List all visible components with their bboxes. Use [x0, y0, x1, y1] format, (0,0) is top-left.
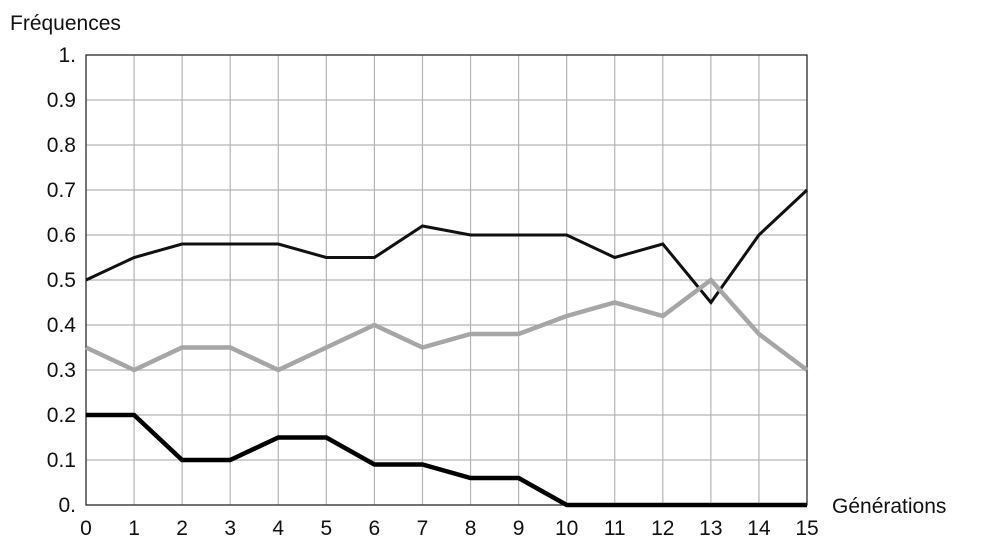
grid: [85, 54, 808, 506]
x-tick-label: 15: [795, 517, 818, 540]
x-tick-label: 13: [699, 517, 722, 540]
x-axis-title: Générations: [832, 495, 946, 518]
series-line-2: [85, 276, 809, 373]
series-line-1: [85, 188, 809, 305]
y-tick-label: 0.8: [47, 134, 76, 157]
x-tick-label: 6: [369, 517, 381, 540]
x-tick-label: 8: [465, 517, 477, 540]
y-tick-label: 0.5: [47, 269, 76, 292]
x-tick-label: 10: [555, 517, 578, 540]
series-layer: [85, 188, 809, 508]
x-tick-label: 12: [651, 517, 674, 540]
x-tick-label: 11: [604, 517, 626, 540]
x-tick-label: 4: [272, 517, 284, 540]
x-tick-label: 14: [747, 517, 771, 540]
x-tick-label: 0: [80, 517, 92, 540]
x-tick-label: 1: [128, 517, 140, 540]
x-tick-label: 9: [513, 517, 525, 540]
y-tick-labels: 0. 0.1 0.2 0.3 0.4 0.5 0.6 0.7 0.8 0.9 1.: [47, 44, 77, 517]
y-tick-label: 0.4: [47, 314, 77, 337]
y-axis-title: Fréquences: [10, 12, 121, 35]
y-tick-label: 0.7: [47, 179, 76, 202]
x-tick-labels: 0 1 2 3 4 5 6 7 8 9 10 11 12 13 14 15: [80, 517, 819, 540]
y-tick-label: 1.: [58, 44, 76, 67]
y-tick-label: 0.1: [47, 449, 76, 472]
y-tick-label: 0.2: [47, 404, 76, 427]
y-tick-label: 0.6: [47, 224, 76, 247]
y-tick-label: 0.9: [47, 89, 76, 112]
y-tick-label: 0.3: [47, 359, 76, 382]
x-tick-label: 3: [224, 517, 236, 540]
x-tick-label: 2: [176, 517, 188, 540]
series-line-3: [86, 412, 807, 508]
x-tick-label: 7: [417, 517, 429, 540]
x-tick-label: 5: [320, 517, 332, 540]
y-tick-label: 0.: [58, 494, 76, 517]
